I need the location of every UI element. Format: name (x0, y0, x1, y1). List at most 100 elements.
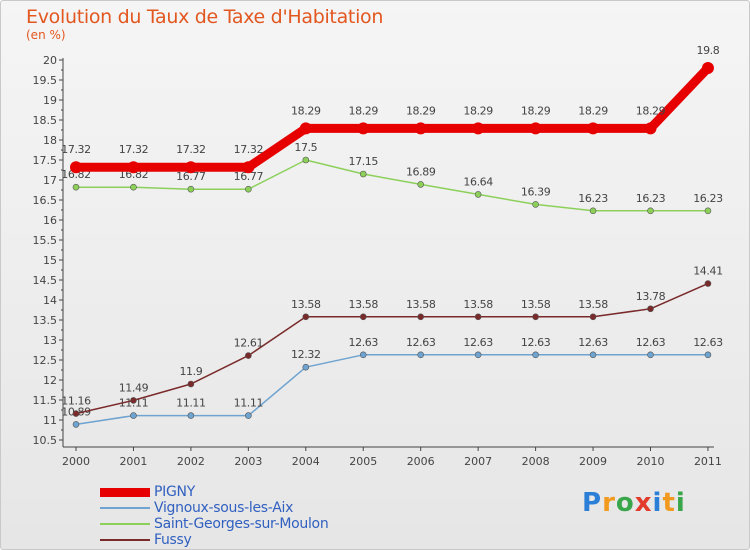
data-point (589, 351, 597, 359)
legend-swatch (100, 523, 150, 525)
data-label: 16.23 (693, 192, 723, 205)
data-label: 11.49 (119, 381, 149, 394)
chart-subtitle: (en %) (26, 28, 66, 42)
data-label: 17.5 (294, 141, 317, 154)
data-label: 17.15 (349, 155, 379, 168)
y-tick-label: 13.5 (33, 314, 58, 327)
y-tick-label: 15 (43, 254, 57, 267)
logo-letter: i (652, 488, 663, 518)
x-tick-label: 2005 (349, 455, 377, 468)
x-tick-label: 2008 (522, 455, 550, 468)
data-label: 14.41 (693, 265, 723, 278)
data-point (532, 201, 539, 208)
y-tick-label: 14 (43, 294, 57, 307)
data-point (130, 397, 137, 404)
data-point (302, 156, 310, 164)
data-point (532, 351, 539, 359)
data-label: 16.23 (636, 192, 666, 205)
data-label: 12.63 (521, 336, 551, 349)
legend-label: PIGNY (154, 484, 195, 500)
data-label: 16.64 (463, 175, 493, 188)
data-point (704, 207, 712, 215)
legend-swatch (100, 507, 150, 509)
data-label: 13.58 (578, 298, 608, 311)
y-tick-label: 19.5 (33, 74, 58, 87)
logo-letter: i (675, 488, 686, 518)
data-label: 13.58 (463, 298, 493, 311)
logo-letter: t (662, 488, 676, 518)
series-line-pigny (71, 63, 713, 172)
y-tick-label: 11.5 (33, 394, 58, 407)
data-label: 17.32 (234, 143, 264, 156)
data-point (72, 183, 80, 191)
data-point (359, 170, 367, 178)
data-label: 19.8 (696, 44, 719, 57)
logo-letter: r (602, 488, 616, 518)
x-tick-label: 2011 (694, 455, 722, 468)
data-label: 11.11 (234, 397, 264, 410)
data-point (187, 185, 195, 193)
data-point (474, 313, 482, 321)
data-point (644, 122, 657, 135)
y-tick-label: 12 (43, 374, 57, 387)
y-tick-label: 18.5 (33, 114, 58, 127)
data-point (472, 122, 485, 135)
x-tick-label: 2007 (464, 455, 492, 468)
data-point (187, 412, 195, 419)
x-tick-label: 2003 (234, 455, 262, 468)
y-tick-label: 19 (43, 94, 57, 107)
y-tick-label: 12.5 (33, 354, 58, 367)
data-label: 18.29 (406, 104, 436, 117)
x-tick-label: 2000 (62, 455, 90, 468)
data-point (704, 351, 712, 359)
data-label: 12.63 (578, 336, 608, 349)
data-point (299, 122, 312, 135)
data-point (302, 313, 310, 321)
data-point (474, 351, 482, 359)
data-label: 16.39 (521, 185, 551, 198)
data-point (357, 122, 370, 135)
data-label: 12.32 (291, 348, 321, 361)
data-point (414, 122, 427, 135)
data-point (417, 181, 425, 188)
data-point (417, 313, 425, 321)
data-label: 12.63 (636, 336, 666, 349)
data-label: 11.11 (176, 397, 206, 410)
data-label: 16.77 (176, 170, 206, 183)
data-point (127, 161, 140, 174)
legend-label: Saint-Georges-sur-Moulon (154, 516, 329, 532)
data-label: 12.63 (693, 336, 723, 349)
data-label: 12.63 (406, 336, 436, 349)
data-point (647, 305, 654, 313)
data-label: 17.32 (61, 143, 91, 156)
x-tick-label: 2010 (637, 455, 665, 468)
y-tick-label: 20 (43, 54, 57, 67)
y-tick-label: 10.5 (33, 434, 58, 447)
data-point (474, 191, 482, 198)
proxiti-logo: Proxiti (582, 488, 686, 518)
y-tick-label: 17.5 (33, 154, 58, 167)
data-label: 11.16 (61, 395, 91, 408)
data-label: 18.29 (349, 104, 379, 117)
data-point (359, 313, 367, 321)
data-point (701, 62, 714, 74)
data-point (245, 352, 252, 359)
y-tick-label: 16.5 (33, 194, 58, 207)
data-point (130, 183, 137, 191)
x-tick-label: 2006 (407, 455, 435, 468)
data-point (70, 161, 82, 174)
data-label: 18.29 (463, 104, 493, 117)
data-point (302, 363, 310, 371)
y-tick-label: 11 (43, 414, 57, 427)
legend-swatch (100, 487, 150, 497)
data-label: 11.9 (179, 365, 202, 378)
data-point (647, 207, 654, 215)
data-label: 18.29 (521, 104, 551, 117)
data-label: 12.63 (463, 336, 493, 349)
data-point (72, 421, 80, 428)
data-point (417, 351, 425, 359)
data-label: 12.61 (234, 337, 264, 350)
y-tick-label: 17 (43, 174, 57, 187)
